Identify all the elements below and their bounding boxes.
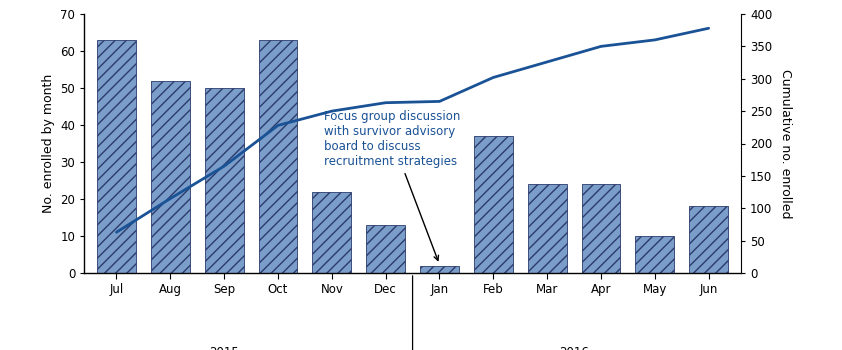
Bar [205,88,243,273]
Bar [97,40,136,273]
Text: 2016: 2016 [559,345,589,350]
Text: 2015: 2015 [210,345,239,350]
Bar [474,136,513,273]
Bar [582,184,621,273]
Bar [312,191,351,273]
Bar [690,206,728,273]
Bar [366,225,405,273]
Text: Focus group discussion
with survivor advisory
board to discuss
recruitment strat: Focus group discussion with survivor adv… [324,110,460,260]
Bar [636,236,674,273]
Bar [528,184,567,273]
Bar [151,80,189,273]
Bar [420,266,459,273]
Y-axis label: Cumulative no. enrolled: Cumulative no. enrolled [779,69,791,218]
Bar [258,40,297,273]
Y-axis label: No. enrolled by month: No. enrolled by month [42,74,55,213]
